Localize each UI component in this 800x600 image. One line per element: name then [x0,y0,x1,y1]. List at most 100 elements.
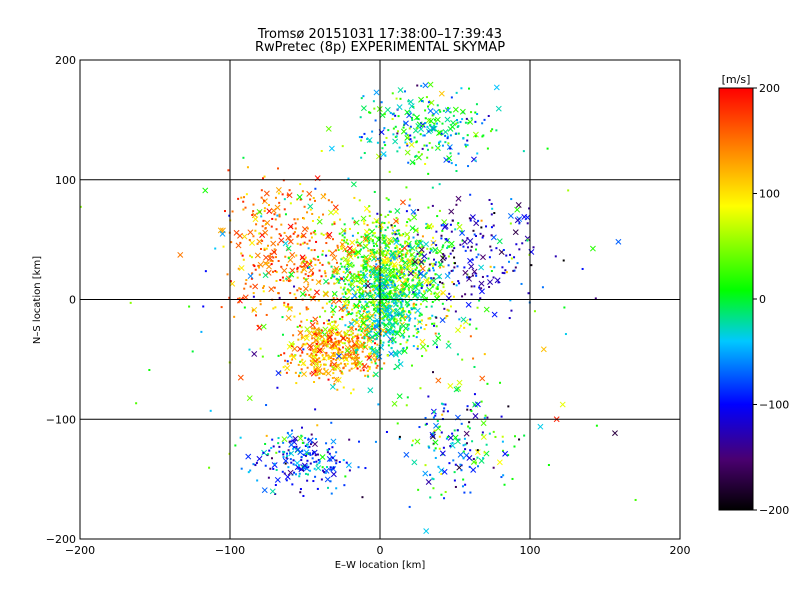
dot-point [302,217,305,220]
dot-point [320,329,323,332]
dot-point [293,263,296,266]
dot-point [337,339,340,342]
cross-point [455,385,462,392]
dot-point [395,332,398,335]
dot-point [448,271,451,274]
dot-point [372,288,375,291]
dot-point [417,261,420,264]
dot-point [262,285,265,288]
cross-point [311,449,318,456]
dot-point [319,363,322,366]
dot-point [387,344,390,347]
dot-point [381,254,384,257]
dot-point [341,257,344,260]
dot-point [502,449,505,452]
dot-point [409,219,412,222]
dot-point [359,369,362,372]
dot-point [336,277,339,280]
dot-point [260,196,263,199]
dot-point [412,334,415,337]
dot-point [399,255,402,258]
cross-point [399,264,406,271]
dot-point [417,274,420,277]
dot-point [289,235,292,238]
dot-point [395,294,398,297]
cross-point [444,107,451,114]
dot-point [278,213,281,216]
dot-point [315,334,318,337]
dot-point [278,296,281,299]
cross-point [246,395,253,402]
dot-point [455,203,458,206]
dot-point [411,285,414,288]
dot-point [330,265,333,268]
cross-point [301,226,308,233]
dot-point [438,276,441,279]
dot-point [356,337,359,340]
dot-point [379,229,382,232]
dot-point [441,122,444,125]
dot-point [370,301,373,304]
dot-point [326,448,329,451]
dot-point [214,247,217,250]
dot-point [464,145,467,148]
dot-point [359,248,362,251]
dot-point [372,374,375,377]
dot-point [384,288,387,291]
cross-point [300,334,307,341]
cross-point [428,99,435,106]
dot-point [208,466,211,469]
dot-point [321,263,324,266]
dot-point [365,244,368,247]
dot-point [317,255,320,258]
dot-point [251,309,254,312]
dot-point [451,269,454,272]
dot-point [470,117,473,120]
dot-point [330,201,333,204]
dot-point [362,310,365,313]
dot-point [462,245,465,248]
dot-point [429,496,432,499]
dot-point [337,352,340,355]
dot-point [375,358,378,361]
cross-point [414,438,421,445]
dot-point [80,205,82,208]
dot-point [318,328,321,331]
dot-point [258,266,261,269]
dot-point [358,365,361,368]
cross-point [421,253,428,260]
dot-point [315,353,318,356]
cross-point [360,105,367,112]
cross-point [435,377,442,384]
dot-point [376,219,379,222]
dot-point [433,449,436,452]
dot-point [451,281,454,284]
dot-point [385,274,388,277]
dot-point [313,229,316,232]
dot-point [390,314,393,317]
dot-point [440,132,443,135]
dot-point [382,334,385,337]
dot-point [507,405,510,408]
dot-point [299,183,302,186]
dot-point [440,402,443,405]
dot-point [419,312,422,315]
dot-point [411,118,414,121]
cross-point [377,222,384,229]
cross-point [347,262,354,269]
x-axis-label: E–W location [km] [335,560,426,571]
cross-point [275,187,282,193]
dot-point [448,462,451,465]
dot-point [433,262,436,265]
dot-point [478,299,481,302]
dot-point [407,161,410,164]
dot-point [406,249,409,252]
dot-point [457,152,460,155]
dot-point [426,284,429,287]
dot-point [401,300,404,303]
dot-point [418,277,421,280]
dot-point [460,230,463,233]
dot-point [346,329,349,332]
cross-point [381,257,388,264]
cross-point [414,307,421,314]
